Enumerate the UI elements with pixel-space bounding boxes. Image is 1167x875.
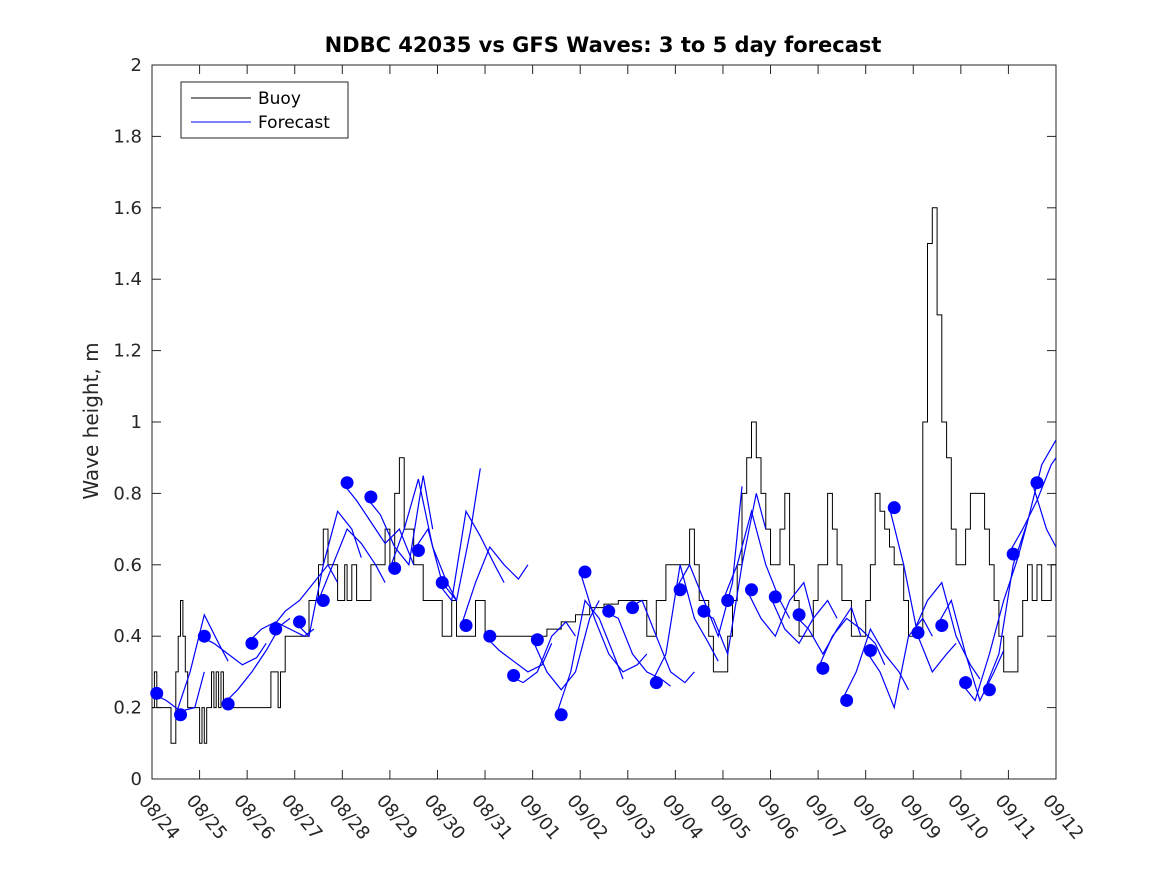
forecast-point <box>840 693 854 707</box>
forecast-series-line <box>674 486 743 639</box>
buoy-series-line <box>152 207 1056 744</box>
forecast-series-line <box>769 596 838 645</box>
forecast-point <box>459 618 473 632</box>
forecast-point <box>507 668 521 682</box>
y-tick-label: 1.6 <box>113 198 142 219</box>
forecast-series-line <box>888 507 957 674</box>
forecast-point <box>150 686 164 700</box>
forecast-point <box>554 708 568 722</box>
forecast-point <box>626 601 640 615</box>
forecast-series-line <box>936 598 1005 703</box>
forecast-series-line <box>460 545 529 626</box>
y-tick-label: 1 <box>131 412 142 433</box>
axes-box <box>151 64 1057 780</box>
forecast-point <box>816 661 830 675</box>
forecast-point <box>530 633 544 647</box>
forecast-point <box>768 590 782 604</box>
forecast-series-line <box>389 478 458 601</box>
forecast-series-line <box>1007 457 1056 555</box>
forecast-point <box>982 683 996 697</box>
y-tick-label: 2 <box>131 55 142 76</box>
forecast-series-line <box>199 635 267 666</box>
forecast-point <box>340 476 354 490</box>
forecast-point <box>744 583 758 597</box>
forecast-point <box>578 565 592 579</box>
forecast-point <box>483 629 497 643</box>
forecast-series-line <box>365 475 434 567</box>
legend-forecast-label: Forecast <box>258 113 330 133</box>
forecast-point <box>221 697 235 711</box>
forecast-series-line <box>579 571 648 673</box>
y-tick-label: 0.6 <box>113 555 142 576</box>
forecast-point <box>673 583 687 597</box>
forecast-point <box>388 561 402 575</box>
forecast-point <box>1006 547 1020 561</box>
forecast-point <box>959 676 973 690</box>
chart-title: NDBC 42035 vs GFS Waves: 3 to 5 day fore… <box>325 33 882 57</box>
legend-buoy-label: Buoy <box>258 89 301 109</box>
y-tick-label: 0 <box>131 769 142 790</box>
y-tick-label: 0.2 <box>113 698 142 719</box>
y-tick-label: 1.2 <box>113 341 142 362</box>
forecast-series-line <box>865 617 933 710</box>
forecast-series-line <box>746 581 814 638</box>
y-tick-label: 0.4 <box>113 626 142 647</box>
forecast-point <box>721 594 735 607</box>
y-tick-label: 0.8 <box>113 483 142 504</box>
forecast-series-line <box>698 493 767 657</box>
forecast-point <box>435 576 449 590</box>
forecast-series-line <box>722 508 791 619</box>
forecast-series-line <box>1031 482 1056 548</box>
forecast-series-line <box>651 564 719 683</box>
forecast-series-line <box>984 439 1056 691</box>
forecast-series-line <box>960 521 1029 702</box>
forecast-series-line <box>413 468 481 602</box>
y-tick-label: 1.4 <box>113 269 142 290</box>
forecast-point <box>364 490 378 504</box>
forecast-series-line <box>508 620 576 684</box>
forecast-point <box>174 708 188 722</box>
forecast-series-line <box>317 528 386 601</box>
forecast-series-line <box>437 509 505 602</box>
forecast-series-line <box>222 617 291 705</box>
y-axis-label: Wave height, m <box>79 342 103 499</box>
plot-area: 00.20.40.60.811.21.41.61.8208/2408/2508/… <box>113 55 1087 844</box>
legend-box <box>180 81 349 139</box>
forecast-point <box>316 594 330 607</box>
forecast-point <box>411 544 425 558</box>
y-tick-label: 1.8 <box>113 126 142 147</box>
forecast-point <box>887 501 901 515</box>
forecast-point <box>602 604 616 618</box>
forecast-series-line <box>294 509 362 638</box>
forecast-series-line <box>532 600 600 691</box>
forecast-series-line <box>817 617 886 669</box>
forecast-point <box>792 608 806 622</box>
forecast-series-line <box>603 610 671 687</box>
forecast-point <box>292 615 306 629</box>
forecast-series-line <box>246 621 315 644</box>
forecast-point <box>863 643 877 657</box>
forecast-series-line <box>912 581 981 680</box>
forecast-point <box>197 629 211 643</box>
forecast-point <box>649 676 663 690</box>
forecast-point <box>245 636 259 650</box>
legend: Buoy Forecast <box>180 81 349 139</box>
forecast-point <box>269 622 283 636</box>
forecast-point <box>1030 476 1044 490</box>
forecast-point <box>911 626 925 640</box>
forecast-series-line <box>484 635 553 673</box>
forecast-point <box>935 618 949 632</box>
forecast-point <box>697 604 711 618</box>
forecast-series-line <box>627 599 695 684</box>
forecast-series-line <box>270 563 339 630</box>
